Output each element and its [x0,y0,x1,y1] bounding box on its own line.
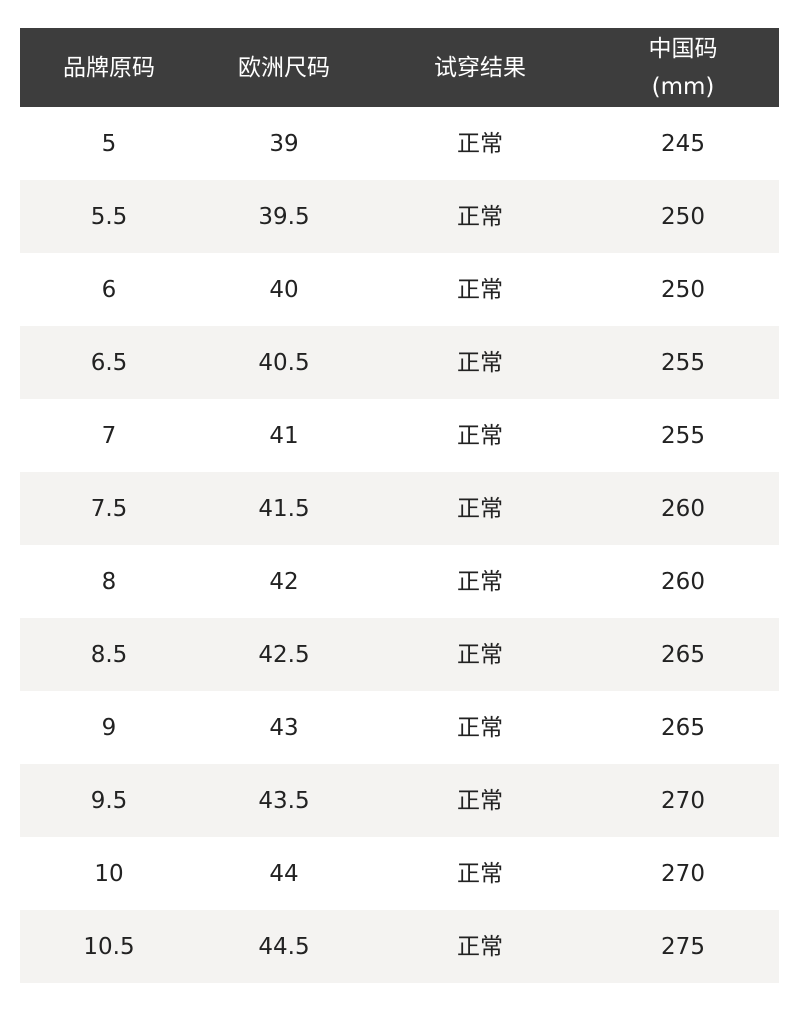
table-cell: 265 [661,714,705,741]
table-cell: 正常 [457,349,503,376]
table-row: 7 41 正常 255 [20,399,779,472]
table-cell: 41 [269,422,299,449]
table-row: 8 42 正常 260 [20,545,779,618]
table-cell: 正常 [457,860,503,887]
table-row: 9 43 正常 265 [20,691,779,764]
table-cell: 10 [94,860,124,887]
table-cell: 40 [269,276,299,303]
table-cell: 正常 [457,130,503,157]
table-cell: 39.5 [258,203,310,230]
table-cell: 250 [661,276,705,303]
table-cell: 40.5 [258,349,310,376]
table-cell: 6.5 [90,349,128,376]
table-row: 7.5 41.5 正常 260 [20,472,779,545]
table-cell: 正常 [457,933,503,960]
table-cell: 正常 [457,641,503,668]
table-row: 9.5 43.5 正常 270 [20,764,779,837]
table-cell: 255 [661,422,705,449]
table-cell: 正常 [457,422,503,449]
table-cell: 270 [661,860,705,887]
table-cell: 正常 [457,495,503,522]
table-row: 8.5 42.5 正常 265 [20,618,779,691]
header-cell: 欧洲尺码 [238,54,330,81]
table-cell: 44.5 [258,933,310,960]
table-cell: 正常 [457,276,503,303]
table-cell: 8.5 [90,641,128,668]
table-row: 6.5 40.5 正常 255 [20,326,779,399]
table-cell: 265 [661,641,705,668]
table-cell: 43.5 [258,787,310,814]
table-cell: 9 [101,714,117,741]
table-cell: 6 [101,276,117,303]
table-cell: 5 [101,130,117,157]
table-cell: 42.5 [258,641,310,668]
table-cell: 260 [661,495,705,522]
table-row: 6 40 正常 250 [20,253,779,326]
table-cell: 7.5 [90,495,128,522]
table-cell: 5.5 [90,203,128,230]
table-cell: 41.5 [258,495,310,522]
table-cell: 正常 [457,787,503,814]
header-cell: 中国码 (mm) [648,35,718,100]
table-cell: 250 [661,203,705,230]
header-cell: 试穿结果 [434,54,526,81]
table-row: 5 39 正常 245 [20,107,779,180]
table-cell: 275 [661,933,705,960]
table-row: 10 44 正常 270 [20,837,779,910]
table-cell: 44 [269,860,299,887]
table-cell: 260 [661,568,705,595]
table-cell: 10.5 [83,933,135,960]
table-cell: 9.5 [90,787,128,814]
table-cell: 43 [269,714,299,741]
table-row: 5.5 39.5 正常 250 [20,180,779,253]
table-cell: 270 [661,787,705,814]
table-cell: 245 [661,130,705,157]
table-cell: 正常 [457,568,503,595]
table-cell: 正常 [457,714,503,741]
table-row: 10.5 44.5 正常 275 [20,910,779,983]
header-cell: 品牌原码 [63,54,155,81]
header-row: 品牌原码 欧洲尺码 试穿结果 中国码 (mm) [20,28,779,107]
table-cell: 正常 [457,203,503,230]
table-cell: 42 [269,568,299,595]
table-cell: 7 [101,422,117,449]
table-cell: 8 [101,568,117,595]
table-cell: 255 [661,349,705,376]
table-cell: 39 [269,130,299,157]
